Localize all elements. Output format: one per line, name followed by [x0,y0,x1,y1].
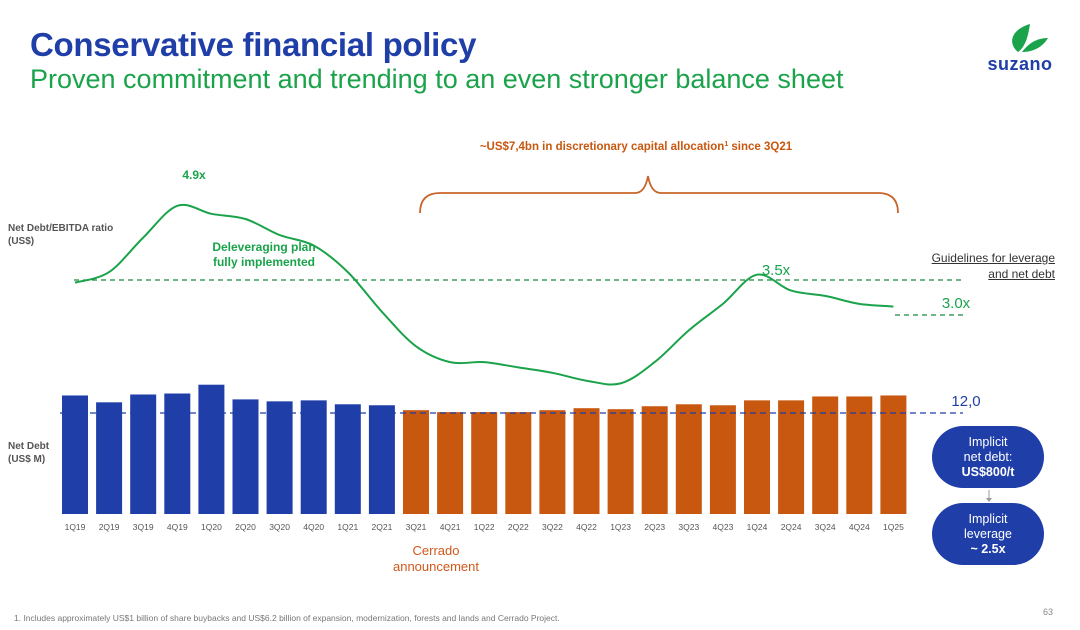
bar-1Q25 [880,395,907,514]
page-title: Conservative financial policy [30,26,477,63]
mid-label: 3.5x [762,262,791,279]
implicit-debt-line1: Implicit [968,434,1008,449]
bar-1Q21 [334,404,361,514]
bar-2Q20 [232,399,259,514]
bar-2Q22 [505,412,532,514]
bar-4Q21 [437,412,464,514]
x-tick-1Q24: 1Q24 [747,522,768,532]
x-tick-1Q21: 1Q21 [337,522,358,532]
x-tick-1Q25: 1Q25 [883,522,904,532]
connector-arrow [986,498,992,502]
debt-axis-line2: (US$ M) [8,454,46,465]
x-tick-1Q22: 1Q22 [474,522,495,532]
implicit-net-debt-badge: Implicit net debt: US$800/t [932,426,1044,488]
bar-3Q22 [539,410,566,514]
allocation-bracket [419,175,899,214]
page-subtitle: Proven commitment and trending to an eve… [30,64,844,94]
bar-4Q22 [573,408,600,514]
target-label: 3.0x [942,295,971,312]
suzano-logo: suzano [978,20,1062,76]
x-tick-2Q24: 2Q24 [781,522,802,532]
bar-4Q20 [300,400,327,514]
x-tick-4Q23: 4Q23 [713,522,734,532]
x-tick-4Q21: 4Q21 [440,522,461,532]
guidelines-label: Guidelines for leverage and net debt [900,250,1055,282]
ratio-axis-line1: Net Debt/EBITDA ratio [8,223,114,234]
implicit-lev-line2: leverage [964,526,1012,541]
x-tick-1Q23: 1Q23 [610,522,631,532]
x-tick-3Q24: 3Q24 [815,522,836,532]
bar-3Q24 [812,396,839,514]
x-tick-3Q20: 3Q20 [269,522,290,532]
deleveraging-label-line1: Deleveraging plan [212,240,315,254]
bar-2Q24 [778,400,805,514]
bar-3Q20 [266,401,293,514]
guidelines-line1: Guidelines for leverage [931,251,1055,265]
leaf-icon [1012,24,1048,52]
implicit-lev-line1: Implicit [968,511,1008,526]
implicit-lev-line3: ~ 2.5x [970,541,1006,556]
bar-1Q19 [62,395,88,514]
implicit-leverage-badge: Implicit leverage ~ 2.5x [932,503,1044,565]
page-number: 63 [1043,607,1054,617]
guidelines-line2: and net debt [988,267,1055,281]
bar-3Q21 [403,410,429,514]
x-tick-1Q20: 1Q20 [201,522,222,532]
bar-2Q23 [641,406,668,514]
x-tick-2Q20: 2Q20 [235,522,256,532]
peak-label: 4.9x [182,168,206,182]
x-tick-2Q21: 2Q21 [372,522,393,532]
x-tick-3Q19: 3Q19 [133,522,154,532]
x-tick-3Q21: 3Q21 [406,522,427,532]
cerrado-label: Cerrado announcement [386,543,486,575]
implicit-debt-line2: net debt: [963,449,1013,464]
x-tick-4Q24: 4Q24 [849,522,870,532]
debt-axis-label: Net Debt (US$ M) [8,440,49,466]
bar-3Q19 [130,394,157,514]
x-tick-4Q19: 4Q19 [167,522,188,532]
bar-1Q22 [471,412,498,514]
x-tick-2Q22: 2Q22 [508,522,529,532]
x-tick-1Q19: 1Q19 [65,522,86,532]
logo-text: suzano [987,54,1053,74]
ratio-axis-line2: (US$) [8,236,35,247]
debt-target-label: 12,0 [951,393,980,410]
bar-2Q21 [368,405,395,514]
allocation-label: ~US$7,4bn in discretionary capital alloc… [480,141,793,153]
implicit-debt-line3: US$800/t [961,464,1015,479]
x-tick-3Q22: 3Q22 [542,522,563,532]
x-tick-3Q23: 3Q23 [678,522,699,532]
bar-4Q19 [164,393,191,514]
bar-1Q24 [744,400,770,514]
x-tick-4Q20: 4Q20 [303,522,324,532]
ratio-line [74,203,894,386]
ratio-axis-label: Net Debt/EBITDA ratio (US$) [8,222,113,248]
debt-axis-line1: Net Debt [8,441,50,452]
x-tick-4Q22: 4Q22 [576,522,597,532]
x-tick-2Q19: 2Q19 [99,522,120,532]
bar-3Q23 [675,404,702,514]
cerrado-line2: announcement [392,559,479,574]
bar-1Q20 [198,384,225,514]
footnote: 1. Includes approximately US$1 billion o… [14,613,560,623]
x-tick-2Q23: 2Q23 [644,522,665,532]
bar-1Q23 [607,409,634,514]
bar-4Q24 [846,396,873,514]
cerrado-line1: Cerrado [412,543,460,558]
deleveraging-label-line2: fully implemented [213,255,315,269]
bar-2Q19 [96,402,123,514]
bar-4Q23 [709,405,736,514]
